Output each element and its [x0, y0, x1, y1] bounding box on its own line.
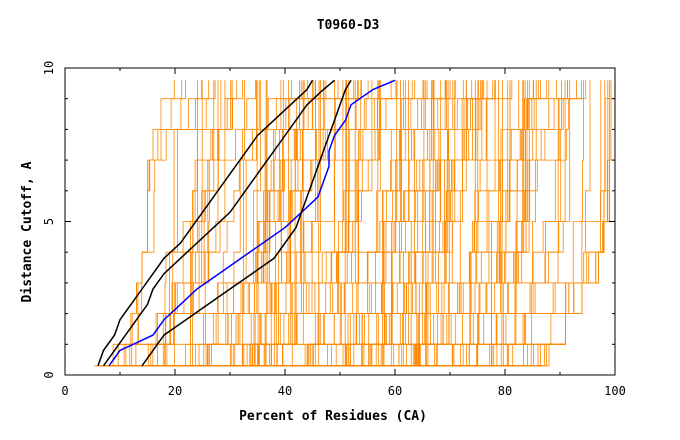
background-series-line: [207, 80, 451, 367]
x-tick-label: 100: [604, 384, 626, 398]
background-series-line: [241, 80, 534, 367]
background-series-line: [109, 80, 210, 367]
background-series-line: [120, 80, 243, 367]
x-tick-label: 20: [168, 384, 182, 398]
reference-series-line: [102, 79, 335, 367]
background-series-line: [141, 80, 308, 367]
background-series-line: [195, 80, 434, 367]
background-series-line: [101, 80, 186, 367]
background-series-line: [186, 80, 398, 367]
background-series-line: [221, 80, 496, 367]
background-series-line: [210, 80, 499, 367]
background-series-line: [149, 80, 321, 367]
background-series-line: [253, 80, 591, 367]
background-series-line: [122, 80, 260, 367]
background-series-line: [219, 80, 494, 367]
reference-series-line: [97, 79, 314, 367]
background-series-line: [104, 80, 202, 367]
background-series-line: [261, 80, 609, 367]
y-tick-label: 5: [42, 218, 56, 225]
background-series-line: [210, 80, 464, 367]
background-series-line: [160, 80, 324, 367]
background-series-line: [155, 80, 379, 367]
background-series-line: [96, 80, 198, 367]
y-tick-label: 10: [42, 61, 56, 75]
background-series-line: [115, 80, 233, 367]
background-series-line: [99, 80, 219, 367]
background-series-line: [176, 80, 369, 367]
background-series-line: [105, 80, 226, 367]
y-axis-label: Distance Cutoff, A: [20, 161, 35, 302]
background-series-line: [212, 80, 449, 367]
reference-series-line: [141, 79, 352, 367]
highlight-series-line: [108, 79, 396, 367]
x-tick-label: 40: [278, 384, 292, 398]
x-tick-label: 80: [498, 384, 512, 398]
chart-title: T0960-D3: [317, 18, 380, 33]
background-series-line: [130, 80, 257, 367]
background-series-line: [259, 80, 568, 367]
axis-ticks-group: 0 20 40 60 80 100 0 5 10: [42, 61, 626, 398]
x-tick-label: 60: [388, 384, 402, 398]
background-series-line: [248, 80, 566, 367]
background-series-line: [219, 80, 525, 367]
x-tick-label: 0: [61, 384, 68, 398]
background-series-line: [199, 80, 454, 367]
background-series-line: [122, 80, 245, 367]
highlight-series-group: [97, 79, 396, 367]
background-series-line: [156, 80, 339, 367]
background-series-line: [192, 80, 424, 367]
background-series-line: [261, 80, 577, 367]
background-series-line: [184, 80, 416, 367]
background-series-line: [145, 80, 304, 367]
background-series-line: [242, 80, 548, 367]
background-series-line: [219, 80, 511, 367]
background-series-line: [169, 80, 359, 367]
background-series-line: [194, 80, 432, 367]
background-series-group: [93, 80, 616, 367]
x-axis-label: Percent of Residues (CA): [239, 409, 427, 424]
background-series-line: [148, 80, 347, 367]
background-series-line: [206, 80, 447, 367]
y-tick-label: 0: [42, 371, 56, 378]
